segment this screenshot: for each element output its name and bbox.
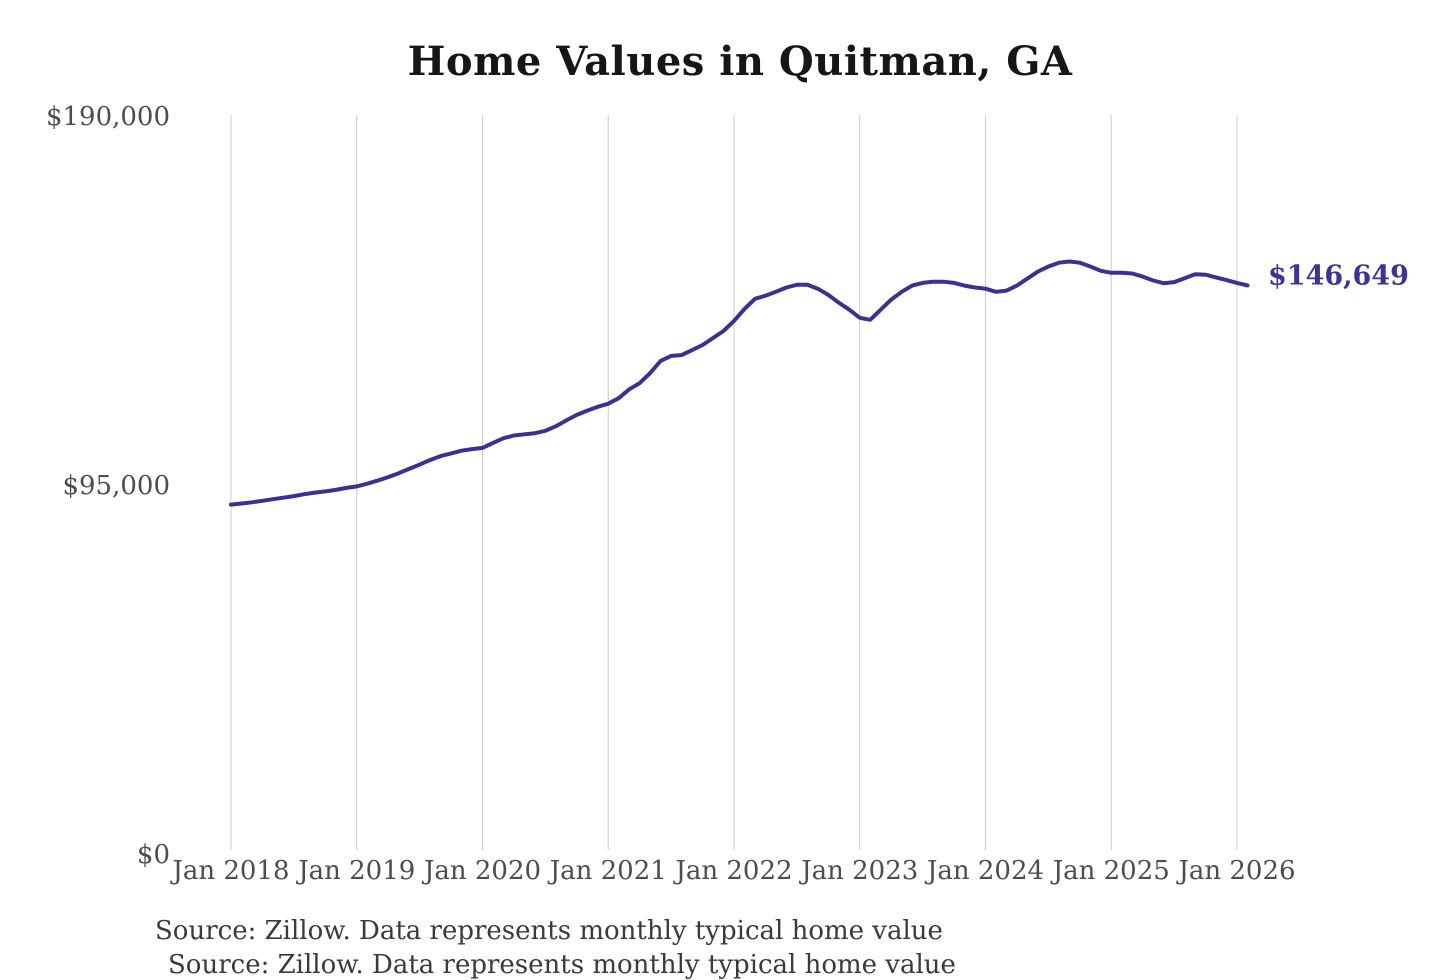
clipped-caption-line: Source: Zillow. Data represents monthly … xyxy=(168,950,956,980)
current-value-label: $146,649 xyxy=(1268,260,1409,292)
y-tick-label: $95,000 xyxy=(62,471,170,501)
x-tick-label: Jan 2024 xyxy=(926,856,1045,886)
y-tick-label: $190,000 xyxy=(45,102,170,132)
y-tick-label: $0 xyxy=(136,840,170,870)
x-tick-label: Jan 2019 xyxy=(298,856,416,886)
x-tick-label: Jan 2023 xyxy=(801,856,919,886)
chart-page: Home Values in Quitman, GA $190,000 $95,0… xyxy=(45,38,1409,980)
home-values-line-chart xyxy=(229,115,1250,850)
x-tick-label: Jan 2022 xyxy=(675,856,793,886)
x-tick-label: Jan 2025 xyxy=(1052,856,1170,886)
source-note: Source: Zillow. Data represents monthly … xyxy=(155,916,943,946)
x-tick-label: Jan 2020 xyxy=(423,856,542,886)
x-tick-label: Jan 2026 xyxy=(1178,856,1296,886)
chart-title: Home Values in Quitman, GA xyxy=(407,38,1073,85)
gridlines xyxy=(230,115,1238,850)
x-tick-label: Jan 2018 xyxy=(172,856,290,886)
x-tick-label: Jan 2021 xyxy=(549,856,667,886)
value-line xyxy=(229,259,1250,507)
